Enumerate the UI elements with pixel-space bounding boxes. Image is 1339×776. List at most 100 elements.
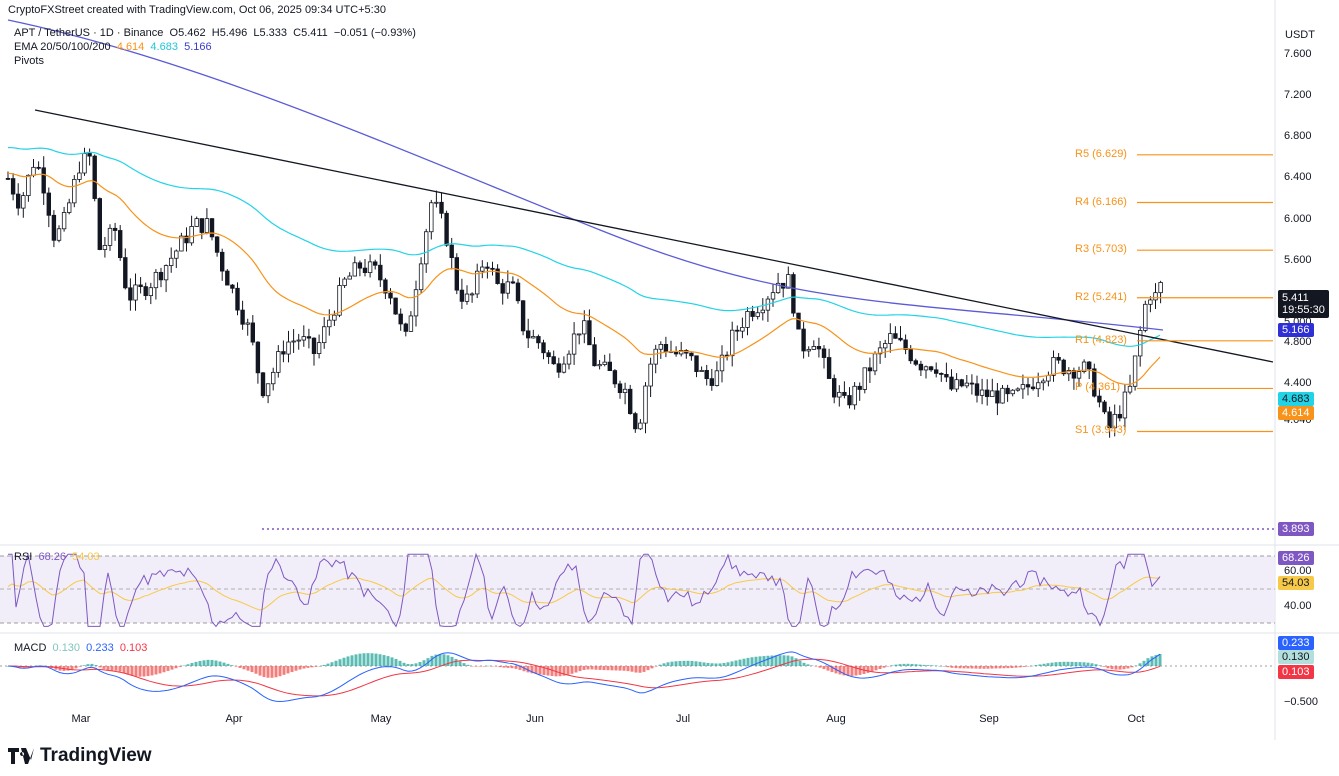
- pivot-label: R1 (4.823): [1075, 333, 1127, 346]
- month-mar: Mar: [71, 713, 91, 725]
- month-aug: Aug: [826, 713, 846, 725]
- macd-hist-bar: [1150, 656, 1154, 666]
- candle-up: [648, 363, 653, 387]
- macd-hist-bar: [586, 666, 590, 670]
- macd-hist-bar: [326, 663, 330, 666]
- candle-up: [755, 312, 760, 317]
- ema-legend[interactable]: EMA 20/50/100/200 4.614 4.683 5.166: [14, 41, 212, 53]
- candle-up: [1081, 361, 1087, 373]
- rsi-label: RSI: [14, 551, 33, 563]
- candle-up: [531, 336, 536, 339]
- macd-hist-bar: [78, 666, 82, 667]
- macd-hist-bar: [1030, 665, 1034, 667]
- macd-hist-bar: [318, 665, 322, 667]
- macd-hist-bar: [70, 666, 74, 670]
- macd-hist-bar: [430, 655, 434, 666]
- macd-hist-bar: [638, 666, 642, 673]
- macd-hist-bar: [478, 666, 482, 667]
- candles: [5, 147, 1163, 438]
- macd-legend[interactable]: MACD 0.130 0.233 0.103: [14, 642, 147, 654]
- macd-hist-bar: [250, 666, 254, 673]
- symbol-name[interactable]: APT / TetherUS · 1D · Binance: [14, 27, 164, 39]
- macd-hist-bar: [650, 666, 654, 669]
- candle-down: [92, 155, 97, 199]
- candle-up: [1010, 389, 1015, 395]
- macd-hist-bar: [942, 666, 946, 667]
- symbol-legend[interactable]: APT / TetherUS · 1D · Binance O5.462 H5.…: [14, 27, 416, 39]
- candle-down: [832, 378, 837, 398]
- macd-hist-bar: [822, 666, 826, 670]
- attribution: CryptoFXStreet created with TradingView.…: [8, 4, 386, 16]
- macd-hist-bar: [154, 666, 158, 675]
- macd-hist-bar: [886, 666, 890, 667]
- macd-hist-bar: [1078, 662, 1082, 666]
- candle-up: [1015, 388, 1020, 391]
- macd-hist-bar: [1082, 662, 1086, 666]
- candle-up: [270, 371, 276, 385]
- candle-down: [1005, 387, 1010, 395]
- tradingview-logo[interactable]: TradingView: [8, 745, 152, 767]
- macd-hist-bar: [374, 653, 378, 666]
- macd-hist-bar: [90, 663, 94, 666]
- candle-up: [367, 261, 373, 274]
- macd-hist-bar: [1090, 663, 1094, 666]
- macd-hist-bar: [490, 666, 494, 667]
- macd-hist-bar: [642, 666, 646, 672]
- candle-down: [694, 355, 699, 372]
- macd-hist-bar: [710, 663, 714, 666]
- currency-label[interactable]: USDT: [1285, 29, 1315, 41]
- macd-hist-bar: [34, 665, 38, 667]
- macd-hist-bar: [370, 653, 374, 666]
- pivots-legend[interactable]: Pivots: [14, 55, 44, 67]
- ema-label[interactable]: EMA 20/50/100/200: [14, 41, 111, 53]
- candle-up: [719, 354, 725, 372]
- candle-up: [582, 320, 587, 335]
- macd-hist-bar: [474, 666, 478, 667]
- macd-hist-bar: [910, 663, 914, 666]
- macd-hist-bar: [390, 657, 394, 666]
- candle-down: [816, 346, 822, 350]
- rsi-ma-tag: 54.03: [1278, 576, 1314, 590]
- candle-down: [1107, 411, 1112, 429]
- ema200-value: 5.166: [184, 41, 212, 53]
- macd-hist-bar: [722, 663, 726, 666]
- candle-down: [587, 320, 592, 346]
- macd-hist-bar: [1086, 662, 1090, 666]
- candle-down: [617, 383, 623, 394]
- candle-down: [1097, 395, 1102, 403]
- macd-hist-bar: [898, 664, 902, 666]
- macd-hist-bar: [198, 660, 202, 666]
- candle-down: [689, 352, 694, 357]
- macd-hist-bar: [838, 666, 842, 675]
- last-price-tag: 5.411 19:55:30: [1278, 290, 1329, 318]
- bar-countdown: 19:55:30: [1282, 304, 1325, 316]
- candle-up: [964, 382, 969, 387]
- macd-hist-bar: [1138, 663, 1142, 666]
- macd-hist-bar: [682, 660, 686, 666]
- price-tick: 4.400: [1284, 377, 1312, 390]
- macd-hist-bar: [150, 666, 154, 676]
- candle-up: [26, 174, 31, 197]
- macd-hist-bar: [362, 653, 366, 666]
- macd-hist-bar: [266, 666, 270, 678]
- candle-up: [61, 212, 67, 230]
- candle-down: [388, 292, 393, 299]
- macd-hist-bar: [874, 666, 878, 671]
- macd-hist-bar: [230, 665, 234, 666]
- macd-hist-bar: [190, 663, 194, 666]
- macd-hist-bar: [270, 666, 274, 678]
- candle-down: [628, 388, 633, 415]
- rsi-ma-line: [7, 576, 1161, 611]
- candle-up: [163, 265, 169, 281]
- candle-down: [551, 356, 556, 365]
- candle-up: [577, 333, 582, 336]
- macd-hist-bar: [454, 658, 458, 666]
- descending-trendline[interactable]: [34, 109, 1274, 363]
- candle-up: [418, 263, 424, 291]
- macd-hist-bar: [126, 666, 130, 675]
- candle-up: [923, 366, 929, 371]
- macd-hist-bar: [422, 660, 426, 666]
- macd-hist-bar: [278, 666, 282, 677]
- rsi-legend[interactable]: RSI 68.26 54.03: [14, 551, 100, 563]
